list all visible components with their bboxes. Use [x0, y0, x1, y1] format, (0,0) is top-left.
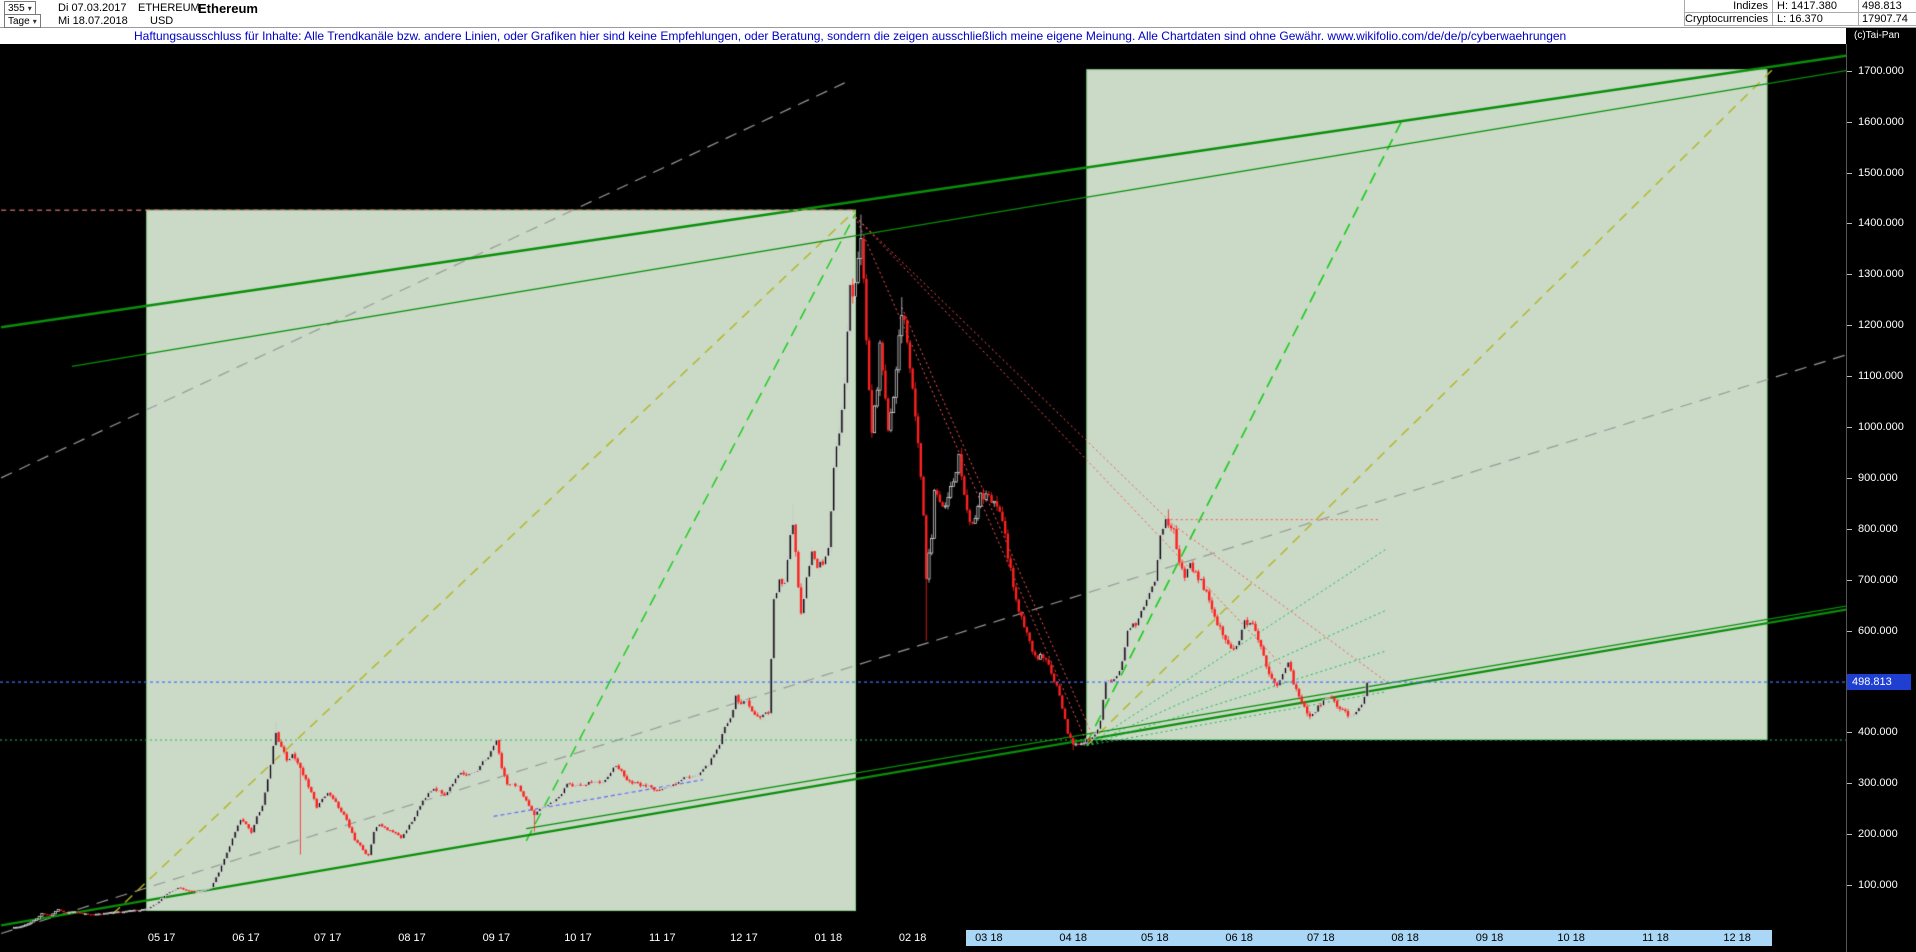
x-axis-label: 06 17 [232, 932, 260, 944]
index-value-label: 17907.74 [1858, 13, 1916, 26]
market-info-table: Indizes H: 1417.380 498.813 Cryptocurren… [1684, 0, 1916, 27]
x-axis-label: 05 17 [147, 932, 176, 944]
y-axis-tick [1847, 630, 1852, 632]
disclaimer-text: Haftungsausschluss für Inhalte: Alle Tre… [134, 29, 1328, 43]
period-high-label: H: 1417.380 [1772, 0, 1858, 13]
y-axis-tick [1847, 121, 1852, 123]
y-axis-tick [1847, 885, 1852, 887]
price-chart-canvas[interactable] [0, 44, 1846, 936]
x-axis-label: 08 17 [398, 932, 426, 944]
chevron-down-icon: ▾ [27, 3, 32, 13]
period-low-label: L: 16.370 [1772, 13, 1858, 26]
x-axis-label: 08 18 [1391, 932, 1419, 944]
y-axis: 498.813 100.000200.000300.000400.000500.… [1846, 44, 1916, 952]
x-axis-label: 12 17 [730, 932, 758, 944]
table-row: Cryptocurrencies L: 16.370 17907.74 [1684, 13, 1916, 26]
x-axis-label: 03 18 [975, 932, 1003, 944]
y-axis-tick [1847, 172, 1852, 174]
symbol-label: ETHEREUM [138, 2, 200, 14]
last-date-label: Mi 18.07.2018 [58, 15, 128, 27]
first-date-label: Di 07.03.2017 [58, 2, 127, 14]
y-axis-label: 200.000 [1858, 828, 1898, 841]
x-axis-label: 09 17 [482, 932, 511, 944]
table-row: Indizes H: 1417.380 498.813 [1684, 0, 1916, 13]
y-axis-label: 900.000 [1858, 471, 1898, 484]
chart-area: 498.813 100.000200.000300.000400.000500.… [0, 44, 1916, 952]
y-axis-label: 1000.000 [1858, 421, 1904, 433]
disclaimer-link[interactable]: www.wikifolio.com/de/de/p/cyberwaehrunge… [1327, 29, 1567, 43]
x-axis-label: 06 18 [1225, 932, 1253, 944]
last-value-label: 498.813 [1858, 0, 1916, 13]
chevron-down-icon: ▾ [32, 16, 37, 26]
header-toolbar: 355 ▾ Tage ▾ Di 07.03.2017 Mi 18.07.2018… [0, 0, 1916, 28]
market-group-label[interactable]: Cryptocurrencies [1684, 13, 1772, 26]
currency-label: USD [150, 15, 174, 27]
x-axis-label: 11 17 [648, 932, 676, 944]
y-axis-label: 700.000 [1858, 573, 1898, 586]
y-axis-label: 1100.000 [1858, 370, 1904, 383]
y-axis-tick [1847, 579, 1852, 581]
y-axis-label: 300.000 [1858, 777, 1898, 790]
y-axis-tick [1847, 325, 1852, 327]
y-axis-tick [1847, 223, 1852, 225]
time-scrollbar[interactable] [965, 930, 1772, 946]
market-group-label[interactable]: Indizes [1684, 0, 1772, 13]
x-axis-label: 02 18 [898, 932, 927, 944]
period-value: Tage [8, 15, 30, 27]
y-axis-label: 1500.000 [1858, 166, 1904, 179]
x-axis-label: 05 18 [1141, 932, 1169, 944]
x-axis-label: 01 18 [814, 932, 843, 944]
disclaimer-bar: Haftungsausschluss für Inhalte: Alle Tre… [0, 28, 1846, 44]
bars-count-dropdown[interactable]: 355 ▾ [4, 1, 36, 15]
x-axis-label: 10 17 [564, 932, 592, 944]
x-axis-label: 04 18 [1059, 932, 1087, 944]
period-dropdown[interactable]: Tage ▾ [4, 14, 41, 28]
x-axis-label: 11 18 [1642, 932, 1669, 944]
y-axis-tick [1847, 477, 1852, 479]
y-axis-label: 1400.000 [1858, 217, 1904, 230]
y-axis-tick [1847, 834, 1852, 836]
y-axis-tick [1847, 427, 1852, 428]
y-axis-tick [1847, 528, 1852, 530]
last-price-tag: 498.813 [1847, 674, 1911, 691]
x-axis-label: 09 18 [1475, 932, 1504, 944]
instrument-name: Ethereum [198, 1, 258, 16]
copyright-label: (c)Tai-Pan [1846, 28, 1916, 44]
x-axis-label: 07 18 [1307, 932, 1335, 944]
x-axis: 05 17 06 17 07 17 08 17 09 17 10 17 11 17 12 17… [0, 930, 1846, 952]
y-axis-label: 800.000 [1858, 522, 1898, 535]
y-axis-label: 600.000 [1858, 624, 1898, 637]
x-axis-label: 07 17 [313, 932, 342, 944]
x-axis-label: 12 18 [1723, 932, 1751, 944]
y-axis-tick [1847, 732, 1852, 734]
y-axis-tick [1847, 70, 1852, 72]
y-axis-label: 100.000 [1858, 879, 1898, 892]
y-axis-label: 400.000 [1858, 726, 1898, 739]
y-axis-tick [1847, 274, 1852, 276]
x-axis-label: 10 18 [1557, 932, 1585, 944]
y-axis-label: 1600.000 [1858, 115, 1904, 128]
y-axis-label: 1200.000 [1858, 319, 1904, 332]
bars-count-value: 355 [8, 2, 25, 14]
y-axis-tick [1847, 783, 1852, 785]
y-axis-label: 1300.000 [1858, 268, 1904, 281]
y-axis-tick [1847, 376, 1852, 378]
y-axis-label: 1700.000 [1858, 64, 1904, 77]
